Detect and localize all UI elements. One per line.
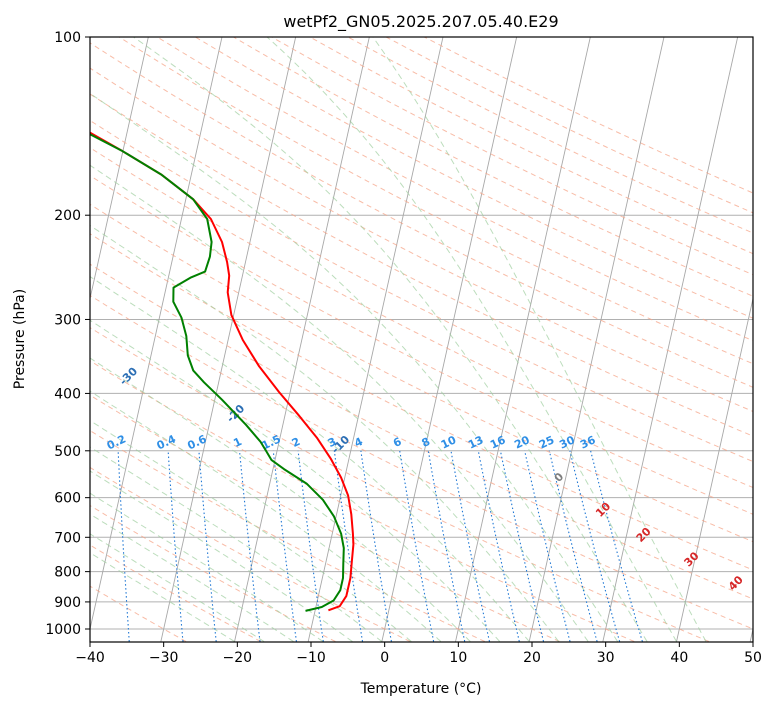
dry-adiabat: [0, 24, 775, 642]
isotherm-line: [14, 24, 152, 642]
moist-adiabat-label: 40: [726, 573, 746, 593]
dry-adiabat: [0, 24, 709, 642]
moist-adiabat: [0, 37, 352, 642]
mixing-ratio-line: [334, 451, 362, 642]
dry-adiabat: [99, 24, 775, 642]
dry-adiabat: [0, 24, 775, 642]
mixing-ratio-line: [570, 451, 620, 642]
mixing-ratio-label: 30: [557, 433, 577, 451]
mixing-ratio-label: 0.6: [185, 432, 208, 452]
dry-adiabat: [0, 24, 775, 642]
dry-adiabat: [0, 24, 775, 642]
dry-adiabat: [0, 24, 485, 642]
moist-adiabat: [0, 37, 382, 642]
dry-adiabat: [0, 24, 560, 642]
dewpoint-profile-line: [1, 37, 344, 611]
y-axis-label: Pressure (hPa): [12, 289, 28, 389]
dry-adiabat: [0, 24, 775, 642]
isotherm-line: [235, 24, 373, 642]
moist-adiabat: [0, 37, 470, 642]
moist-adiabat: [0, 37, 588, 642]
mixing-ratio-label: 1: [231, 435, 243, 450]
moist-adiabat: [0, 37, 294, 642]
isotherm-line: [161, 24, 299, 642]
dry-adiabat: [0, 24, 775, 642]
isotherm-line: [0, 24, 4, 642]
x-tick-label: 20: [523, 650, 541, 666]
isotherm-line: [677, 24, 775, 642]
x-tick-label: −10: [296, 650, 326, 666]
dry-adiabat: [23, 24, 775, 642]
moist-adiabat: [0, 37, 323, 642]
dry-adiabat: [61, 24, 775, 642]
dry-adiabat: [287, 24, 775, 642]
moist-adiabat: [0, 37, 264, 642]
x-axis-label: Temperature (°C): [360, 681, 482, 697]
y-tick-label: 500: [54, 444, 81, 460]
dry-adiabat: [249, 24, 775, 642]
x-tick-label: 10: [449, 650, 467, 666]
mixing-ratio-label: 36: [578, 433, 598, 451]
chart-title: wetPf2_GN05.2025.207.05.40.E29: [283, 12, 558, 32]
x-tick-label: −40: [75, 650, 105, 666]
moist-adiabat: [0, 37, 529, 642]
moist-adiabat: [0, 37, 500, 642]
mixing-ratio-label: 25: [537, 433, 556, 451]
moist-adiabat-label: 20: [634, 525, 654, 545]
moist-adiabat: [0, 37, 559, 642]
dry-adiabat: [174, 24, 775, 642]
mixing-ratio-line: [273, 451, 296, 642]
y-tick-label: 700: [54, 530, 81, 546]
y-tick-label: 300: [54, 312, 81, 328]
moist-adiabat: [0, 37, 411, 642]
mixing-ratio-label: 2: [290, 435, 302, 450]
mixing-ratio-label: 8: [420, 435, 432, 450]
dry-adiabat: [399, 24, 775, 642]
mixing-ratio-line: [591, 451, 643, 642]
dry-adiabat: [0, 24, 775, 642]
dry-adiabat: [0, 24, 634, 642]
mixing-ratio-label: 0.4: [155, 432, 178, 452]
isotherm-line: [603, 24, 741, 642]
x-tick-label: 30: [597, 650, 615, 666]
y-tick-label: 400: [54, 386, 81, 402]
x-tick-label: 50: [744, 650, 762, 666]
mixing-ratio-label: 10: [439, 433, 459, 451]
y-tick-label: 200: [54, 208, 81, 224]
plot-frame: [90, 37, 753, 642]
mixing-ratio-label: 6: [391, 435, 404, 450]
mixing-ratio-label: 16: [488, 433, 508, 451]
mixing-ratio-label: 0.2: [105, 432, 128, 452]
y-tick-label: 900: [54, 595, 81, 611]
isotherm-line: [750, 24, 775, 642]
mixing-ratio-label: 4: [352, 435, 365, 450]
dry-adiabat: [0, 24, 775, 642]
moist-adiabat: [0, 37, 441, 642]
moist-adiabat-label: 30: [682, 549, 702, 569]
mixing-ratio-line: [199, 451, 216, 642]
y-tick-label: 100: [54, 30, 81, 46]
y-tick-label: 800: [54, 565, 81, 581]
x-tick-label: −20: [223, 650, 253, 666]
mixing-ratio-line: [428, 451, 464, 642]
x-tick-label: 0: [380, 650, 389, 666]
y-tick-label: 1000: [45, 622, 81, 638]
dry-adiabat: [211, 24, 775, 642]
dry-adiabat-label: -30: [117, 365, 140, 388]
x-tick-label: 40: [670, 650, 688, 666]
isotherm-line: [529, 24, 667, 642]
plot-area: 0.10.20.40.611.52346810131620253036-100-…: [0, 24, 775, 642]
mixing-ratio-line: [500, 451, 543, 642]
isotherm-line: [456, 24, 594, 642]
y-tick-label: 600: [54, 491, 81, 507]
isotherm-line: [382, 24, 520, 642]
mixing-ratio-label: 1.5: [260, 432, 283, 452]
x-tick-label: −30: [149, 650, 179, 666]
